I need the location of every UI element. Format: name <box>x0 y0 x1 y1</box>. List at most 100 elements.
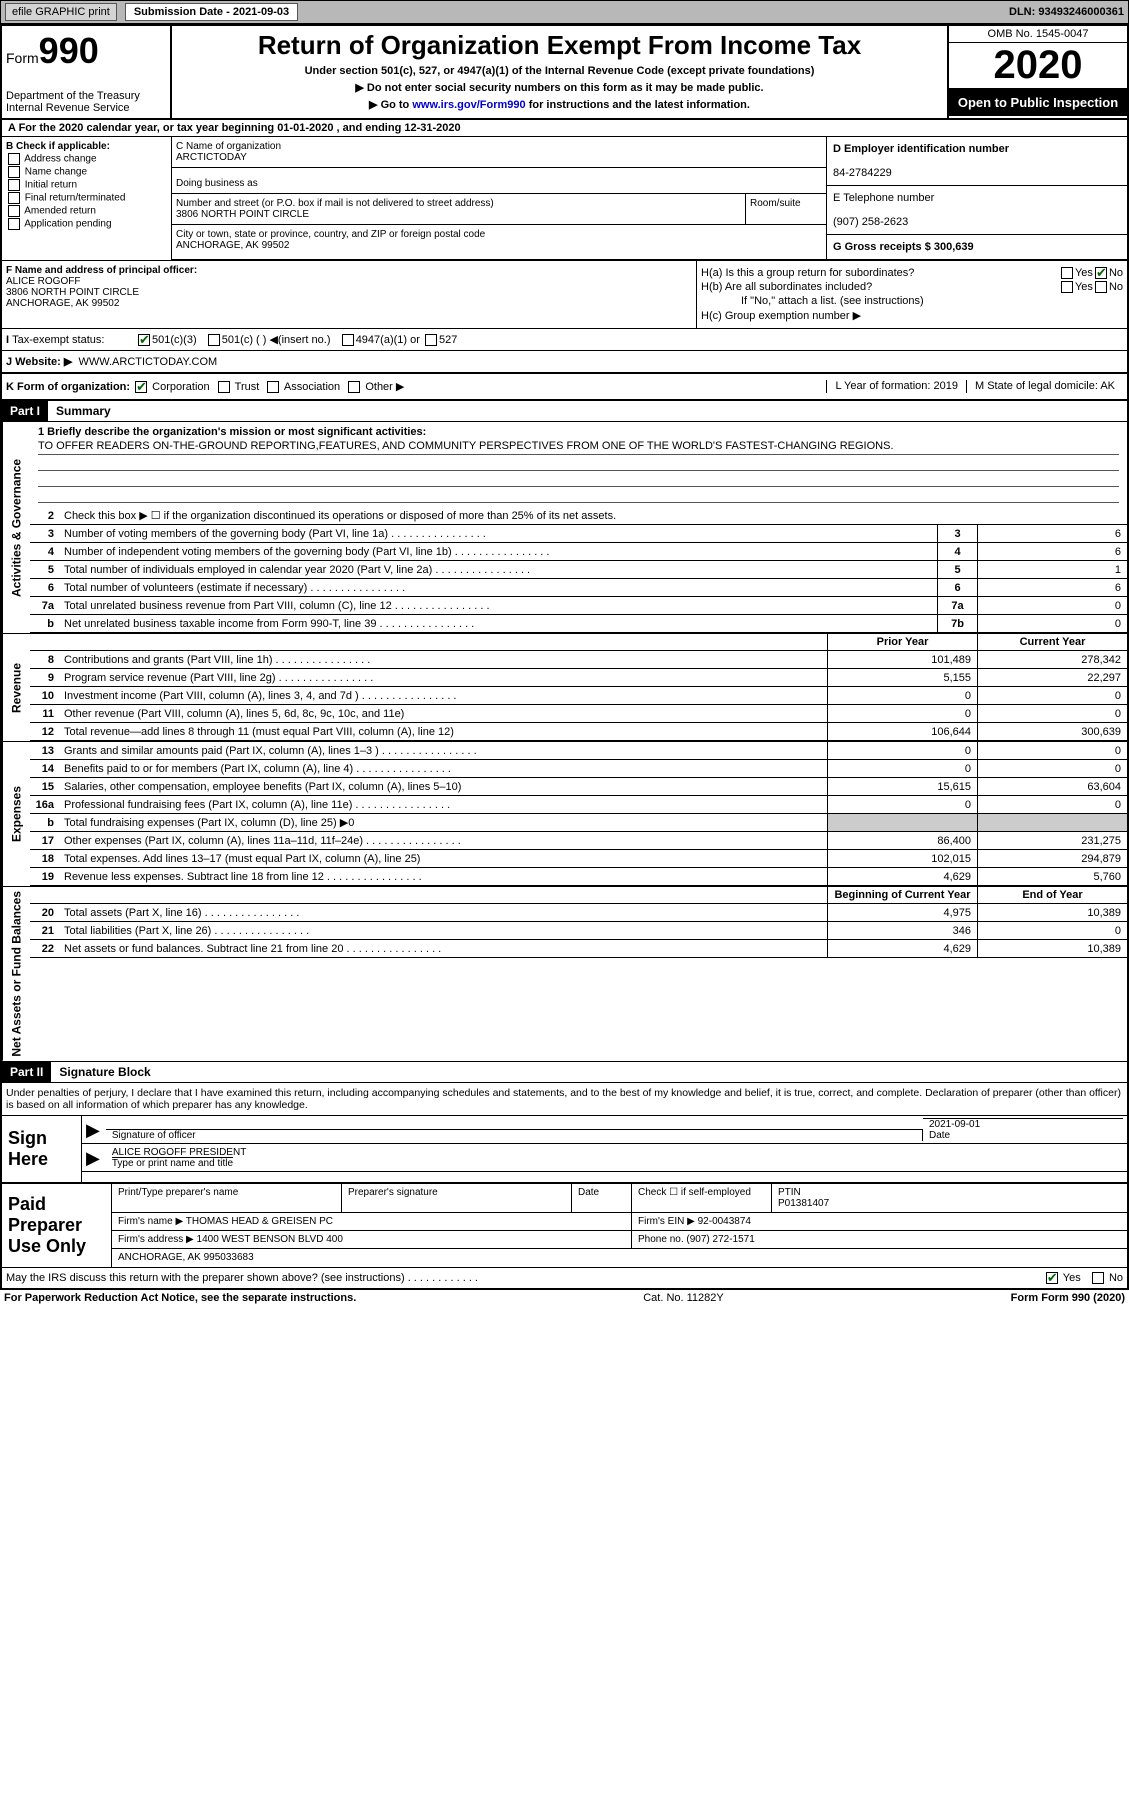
row-fh: F Name and address of principal officer:… <box>2 260 1127 329</box>
addr-label: Number and street (or P.O. box if mail i… <box>176 198 494 209</box>
line-k: K Form of organization: Corporation Trus… <box>2 374 1127 401</box>
k-other[interactable] <box>348 381 360 393</box>
k-trust[interactable] <box>218 381 230 393</box>
discuss-no[interactable] <box>1092 1272 1104 1284</box>
side-revenue: Revenue <box>2 634 30 741</box>
side-netassets: Net Assets or Fund Balances <box>2 887 30 1061</box>
form-990-frame: Form990 Department of the Treasury Inter… <box>0 24 1129 1290</box>
website-row: J Website: ▶ WWW.ARCTICTODAY.COM <box>2 351 1127 374</box>
note-link: ▶ Go to www.irs.gov/Form990 for instruct… <box>180 98 939 111</box>
prep-name-lbl: Print/Type preparer's name <box>112 1184 342 1212</box>
org-name: ARCTICTODAY <box>176 152 247 163</box>
sig-date: 2021-09-01 <box>929 1119 980 1130</box>
line-8: Contributions and grants (Part VIII, lin… <box>60 652 827 668</box>
line-7a: Total unrelated business revenue from Pa… <box>60 598 937 614</box>
line-3: Number of voting members of the governin… <box>60 526 937 542</box>
hdr-begin: Beginning of Current Year <box>827 887 977 903</box>
ha-yes[interactable] <box>1061 267 1073 279</box>
top-bar: efile GRAPHIC print Submission Date - 20… <box>0 0 1129 24</box>
line-a: A For the 2020 calendar year, or tax yea… <box>2 120 1127 137</box>
hb-no[interactable] <box>1095 281 1107 293</box>
firm-addr: 1400 WEST BENSON BLVD 400 <box>197 1234 343 1245</box>
check-pending[interactable] <box>8 218 20 230</box>
footer-note: For Paperwork Reduction Act Notice, see … <box>0 1290 1129 1306</box>
box-b: B Check if applicable: Address change Na… <box>2 137 172 260</box>
part2-header: Part IISignature Block <box>2 1061 1127 1083</box>
status-501c[interactable] <box>208 334 220 346</box>
box-b-label: B Check if applicable: <box>6 141 110 152</box>
preparer-block: Paid Preparer Use Only Print/Type prepar… <box>2 1182 1127 1267</box>
line-16b: Total fundraising expenses (Part IX, col… <box>60 814 827 831</box>
hdr-prior: Prior Year <box>827 634 977 650</box>
line-15: Salaries, other compensation, employee b… <box>60 779 827 795</box>
right-info: D Employer identification number 84-27842… <box>827 137 1127 259</box>
submission-date: Submission Date - 2021-09-03 <box>125 3 298 21</box>
hb-yes[interactable] <box>1061 281 1073 293</box>
sign-here-block: Sign Here ▶Signature of officer2021-09-0… <box>2 1115 1127 1182</box>
status-501c3[interactable] <box>138 334 150 346</box>
irs-link[interactable]: www.irs.gov/Form990 <box>412 99 525 111</box>
form-num: 990 <box>39 30 99 71</box>
dba-label: Doing business as <box>172 168 826 194</box>
city-label: City or town, state or province, country… <box>176 229 485 240</box>
line-19: Revenue less expenses. Subtract line 18 … <box>60 869 827 885</box>
firm-name: THOMAS HEAD & GREISEN PC <box>186 1216 333 1227</box>
status-4947[interactable] <box>342 334 354 346</box>
gross-receipts: G Gross receipts $ 300,639 <box>833 241 974 253</box>
ptin: P01381407 <box>778 1198 829 1209</box>
check-initial[interactable] <box>8 179 20 191</box>
status-527[interactable] <box>425 334 437 346</box>
prep-sig-lbl: Preparer's signature <box>342 1184 572 1212</box>
line-17: Other expenses (Part IX, column (A), lin… <box>60 833 827 849</box>
check-final[interactable] <box>8 192 20 204</box>
line-10: Investment income (Part VIII, column (A)… <box>60 688 827 704</box>
check-address[interactable] <box>8 153 20 165</box>
form-title: Return of Organization Exempt From Incom… <box>180 30 939 61</box>
line-1: 1 Briefly describe the organization's mi… <box>30 422 1127 507</box>
line-22: Net assets or fund balances. Subtract li… <box>60 941 827 957</box>
ha-no[interactable] <box>1095 267 1107 279</box>
sig-declaration: Under penalties of perjury, I declare th… <box>2 1083 1127 1115</box>
form-footer: Form 990 (2020) <box>1041 1292 1125 1304</box>
dept-label: Department of the Treasury Internal Reve… <box>6 90 166 114</box>
box-f: F Name and address of principal officer:… <box>2 261 697 328</box>
form-id-block: Form990 Department of the Treasury Inter… <box>2 26 172 118</box>
header-right: OMB No. 1545-0047 2020 Open to Public In… <box>947 26 1127 118</box>
box-h: H(a) Is this a group return for subordin… <box>697 261 1127 328</box>
line-4: Number of independent voting members of … <box>60 544 937 560</box>
line-16a: Professional fundraising fees (Part IX, … <box>60 797 827 813</box>
header-title-block: Return of Organization Exempt From Incom… <box>172 26 947 118</box>
line-12: Total revenue—add lines 8 through 11 (mu… <box>60 724 827 740</box>
check-name[interactable] <box>8 166 20 178</box>
check-amended[interactable] <box>8 205 20 217</box>
firm-ein: 92-0043874 <box>698 1216 751 1227</box>
tax-status-row: I Tax-exempt status: 501(c)(3) 501(c) ( … <box>2 329 1127 351</box>
discuss-row: May the IRS discuss this return with the… <box>2 1267 1127 1288</box>
line-20: Total assets (Part X, line 16) <box>60 905 827 921</box>
line-2: Check this box ▶ ☐ if the organization d… <box>60 507 1127 524</box>
hc: H(c) Group exemption number ▶ <box>701 309 1123 322</box>
discuss-yes[interactable] <box>1046 1272 1058 1284</box>
firm-phone: (907) 272-1571 <box>686 1234 754 1245</box>
phone-label: E Telephone number <box>833 192 934 204</box>
line-7b: Net unrelated business taxable income fr… <box>60 616 937 632</box>
hdr-end: End of Year <box>977 887 1127 903</box>
side-governance: Activities & Governance <box>2 422 30 633</box>
check-self-employed: Check ☐ if self-employed <box>632 1184 772 1212</box>
ein-label: D Employer identification number <box>833 143 1009 155</box>
line-11: Other revenue (Part VIII, column (A), li… <box>60 706 827 722</box>
k-assoc[interactable] <box>267 381 279 393</box>
efile-btn[interactable]: efile GRAPHIC print <box>5 3 117 21</box>
room-label: Room/suite <box>746 194 826 224</box>
ein: 84-2784229 <box>833 167 892 179</box>
k-corp[interactable] <box>135 381 147 393</box>
open-public: Open to Public Inspection <box>949 89 1127 116</box>
line-14: Benefits paid to or for members (Part IX… <box>60 761 827 777</box>
hdr-current: Current Year <box>977 634 1127 650</box>
mission-text: TO OFFER READERS ON-THE-GROUND REPORTING… <box>38 438 1119 455</box>
phone: (907) 258-2623 <box>833 216 908 228</box>
cat-no: Cat. No. 11282Y <box>643 1292 724 1304</box>
sign-here-label: Sign Here <box>2 1116 82 1182</box>
form-label: Form <box>6 50 39 66</box>
website-url: WWW.ARCTICTODAY.COM <box>78 356 217 368</box>
